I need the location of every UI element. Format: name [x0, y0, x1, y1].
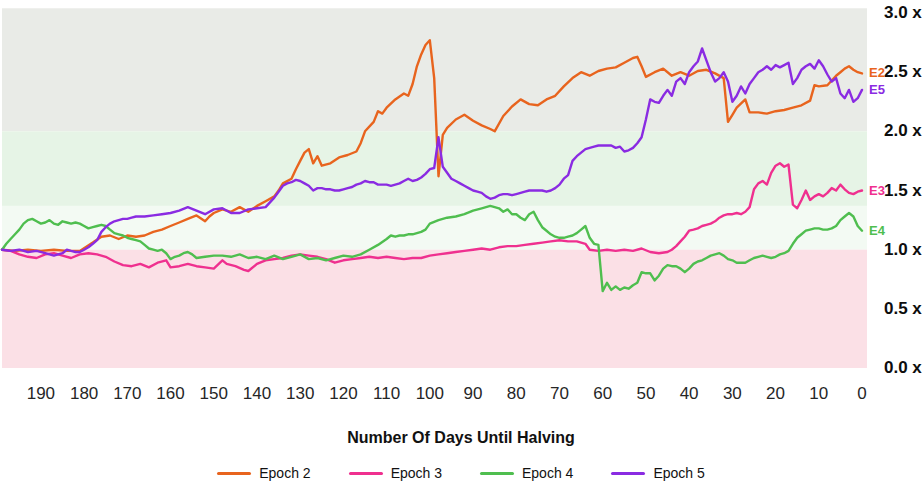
x-tick-label: 70	[550, 384, 569, 404]
band-3	[2, 250, 867, 368]
legend-label: Epoch 2	[259, 465, 310, 481]
y-tick-label: 3.0 x	[884, 3, 922, 23]
legend: Epoch 2 Epoch 3 Epoch 4 Epoch 5	[0, 462, 922, 484]
x-tick-label: 120	[329, 384, 357, 404]
legend-swatch	[349, 472, 383, 475]
y-tick-label: 2.0 x	[884, 121, 922, 141]
plot-area	[0, 0, 922, 487]
y-tick-label: 0.5 x	[884, 299, 922, 319]
x-tick-label: 100	[416, 384, 444, 404]
y-tick-label: 0.0 x	[884, 358, 922, 378]
x-axis-title: Number Of Days Until Halving	[0, 429, 922, 447]
x-tick-label: 80	[507, 384, 526, 404]
halving-epochs-chart: 3.0 x 2.5 x 2.0 x 1.5 x 1.0 x 0.5 x 0.0 x E2 E3…	[0, 0, 922, 487]
x-tick-label: 180	[70, 384, 98, 404]
x-tick-label: 190	[27, 384, 55, 404]
legend-item-epoch-4: Epoch 4	[480, 465, 573, 481]
legend-item-epoch-5: Epoch 5	[611, 465, 704, 481]
x-tick-label: 110	[373, 384, 400, 404]
x-tick-label: 10	[809, 384, 828, 404]
legend-item-epoch-2: Epoch 2	[217, 465, 310, 481]
band-0	[2, 8, 867, 131]
legend-item-epoch-3: Epoch 3	[349, 465, 442, 481]
x-tick-label: 90	[464, 384, 483, 404]
y-tick-label: 1.5 x	[884, 181, 922, 201]
x-tick-label: 0	[857, 384, 866, 404]
x-tick-label: 130	[286, 384, 314, 404]
x-tick-label: 50	[636, 384, 655, 404]
x-tick-label: 170	[113, 384, 141, 404]
x-tick-label: 40	[680, 384, 699, 404]
legend-label: Epoch 4	[522, 465, 573, 481]
legend-swatch	[480, 472, 514, 475]
y-tick-label: 2.5 x	[884, 62, 922, 82]
legend-swatch	[217, 472, 251, 475]
end-label-e5: E5	[869, 82, 885, 98]
y-tick-label: 1.0 x	[884, 240, 922, 260]
x-tick-label: 150	[200, 384, 228, 404]
legend-label: Epoch 5	[653, 465, 704, 481]
end-label-e3: E3	[869, 183, 885, 199]
legend-label: Epoch 3	[391, 465, 442, 481]
x-tick-label: 140	[243, 384, 271, 404]
x-tick-label: 60	[593, 384, 612, 404]
legend-swatch	[611, 472, 645, 475]
end-label-e4: E4	[869, 223, 885, 239]
x-tick-label: 30	[723, 384, 742, 404]
x-tick-label: 20	[766, 384, 785, 404]
end-label-e2: E2	[869, 65, 885, 81]
x-tick-label: 160	[156, 384, 184, 404]
